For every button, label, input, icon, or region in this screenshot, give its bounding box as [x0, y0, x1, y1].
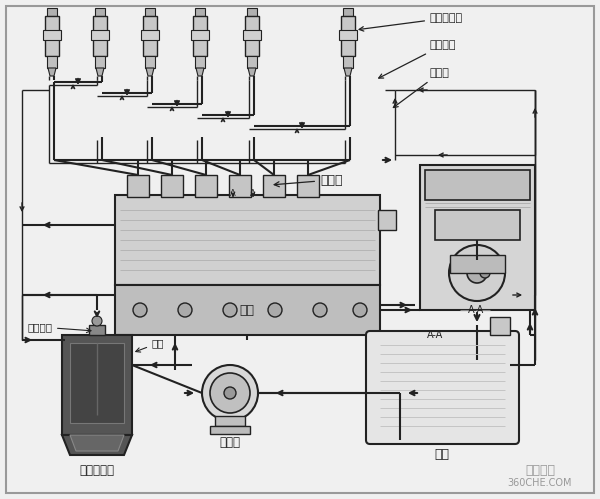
Bar — [450, 255, 505, 273]
Circle shape — [268, 303, 282, 317]
Bar — [343, 8, 353, 16]
Bar — [45, 16, 59, 56]
Bar — [435, 210, 520, 240]
Circle shape — [353, 303, 367, 317]
Bar — [143, 16, 157, 56]
Circle shape — [449, 245, 505, 301]
Bar — [243, 30, 261, 40]
Text: 机械喷油器: 机械喷油器 — [359, 13, 463, 31]
Bar — [215, 416, 245, 426]
Bar — [210, 426, 250, 434]
Bar — [47, 56, 57, 68]
Bar — [490, 317, 510, 335]
Bar — [378, 210, 396, 230]
Bar — [229, 175, 251, 197]
Bar — [425, 170, 530, 200]
Bar — [89, 325, 105, 335]
Polygon shape — [70, 435, 124, 451]
Text: A-A: A-A — [427, 330, 443, 340]
Polygon shape — [344, 68, 352, 76]
Circle shape — [92, 316, 102, 326]
Text: A-A: A-A — [468, 305, 484, 315]
Bar — [127, 175, 149, 197]
Bar — [95, 56, 105, 68]
Circle shape — [223, 303, 237, 317]
Bar — [195, 56, 205, 68]
Bar — [145, 56, 155, 68]
Bar — [195, 8, 205, 16]
Text: 排气螺栓: 排气螺栓 — [27, 322, 91, 333]
Text: 手泵: 手泵 — [136, 338, 164, 352]
Bar — [62, 335, 132, 435]
Bar — [420, 165, 535, 310]
Text: 泵箱: 泵箱 — [239, 303, 254, 316]
Text: 高压油管: 高压油管 — [379, 40, 457, 78]
Circle shape — [467, 263, 487, 283]
Text: A: A — [230, 189, 236, 198]
Polygon shape — [62, 435, 132, 455]
Bar — [191, 30, 209, 40]
Bar — [297, 175, 319, 197]
Bar — [341, 16, 355, 56]
Bar — [245, 16, 259, 56]
Bar — [247, 8, 257, 16]
Bar — [141, 30, 159, 40]
FancyBboxPatch shape — [366, 331, 519, 444]
Circle shape — [210, 373, 250, 413]
Bar — [47, 8, 57, 16]
Bar — [195, 175, 217, 197]
Circle shape — [178, 303, 192, 317]
Circle shape — [313, 303, 327, 317]
Text: 卡车之家: 卡车之家 — [525, 464, 555, 477]
Bar — [263, 175, 285, 197]
Text: 卡车之家: 卡车之家 — [244, 216, 317, 245]
Text: 油箱: 油箱 — [434, 449, 449, 462]
Bar — [93, 16, 107, 56]
Polygon shape — [248, 68, 256, 76]
Bar — [161, 175, 183, 197]
Polygon shape — [196, 68, 204, 76]
Polygon shape — [146, 68, 154, 76]
Bar — [343, 56, 353, 68]
Text: A: A — [250, 189, 256, 198]
Circle shape — [480, 268, 490, 278]
Bar — [115, 195, 380, 285]
Text: 燃油滤清器: 燃油滤清器 — [79, 464, 115, 477]
Bar — [95, 8, 105, 16]
Polygon shape — [48, 68, 56, 76]
Bar — [193, 16, 207, 56]
Polygon shape — [96, 68, 104, 76]
Bar — [247, 56, 257, 68]
Bar — [339, 30, 357, 40]
Circle shape — [133, 303, 147, 317]
Bar — [70, 343, 124, 423]
Bar — [43, 30, 61, 40]
Bar — [91, 30, 109, 40]
Text: 输油泵: 输油泵 — [220, 437, 241, 450]
Circle shape — [202, 365, 258, 421]
Bar — [115, 285, 380, 335]
Text: 回油管: 回油管 — [394, 68, 450, 107]
Text: 单体泵: 单体泵 — [274, 174, 343, 187]
Circle shape — [224, 387, 236, 399]
Bar — [145, 8, 155, 16]
Text: 360CHE.COM: 360CHE.COM — [508, 478, 572, 488]
